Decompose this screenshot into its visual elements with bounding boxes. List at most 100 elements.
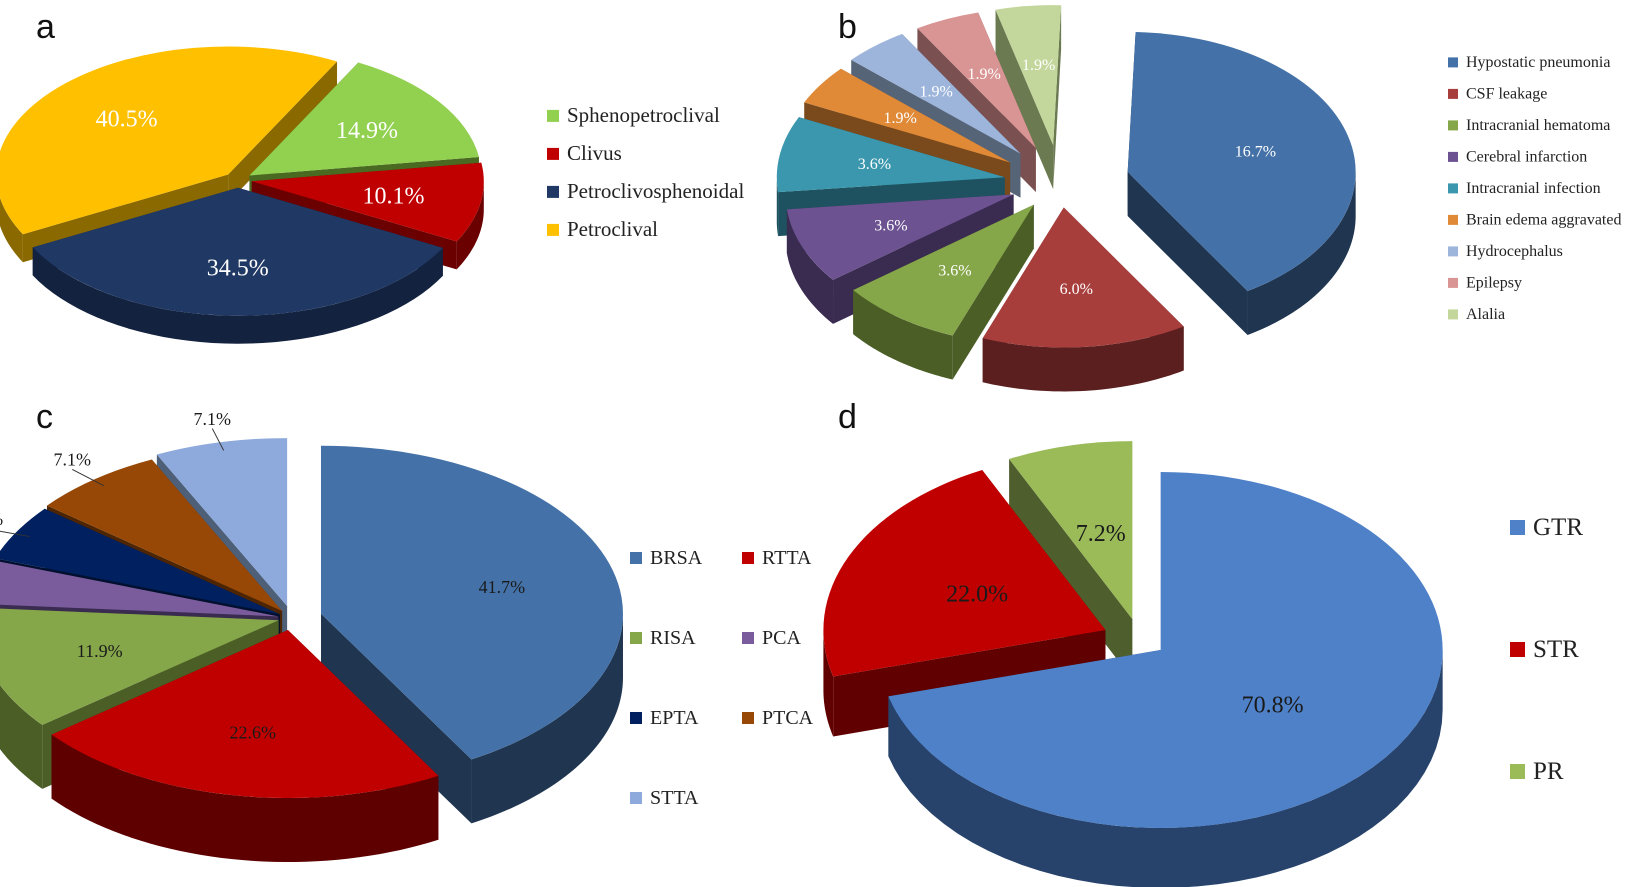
data-label-cerebral-infarction: 3.6% bbox=[874, 217, 907, 234]
pie-chart-d: 70.8% 22.0% 7.2% GTR STR PR bbox=[823, 441, 1583, 887]
legend-label-str: STR bbox=[1533, 636, 1579, 663]
data-label-intracranial-infection: 3.6% bbox=[858, 156, 891, 173]
data-label-brsa: 41.7% bbox=[479, 577, 526, 597]
slice-rim-hypostatic-pneumonia bbox=[1247, 171, 1356, 336]
legend-label-ptca: PTCA bbox=[762, 707, 814, 729]
legend-label-rtta: RTTA bbox=[762, 547, 812, 569]
legend-swatch-pca bbox=[742, 632, 754, 644]
slice-rim-cerebral-infarction bbox=[786, 209, 834, 324]
legend-swatch-sphenopetroclival bbox=[547, 109, 559, 122]
legend-swatch-cerebral-infarction bbox=[1448, 151, 1458, 162]
slice-hydrocephalus bbox=[851, 34, 1021, 154]
legend-label-clivus: Clivus bbox=[567, 141, 622, 165]
slice-rim-petroclivosphenoidal bbox=[32, 247, 443, 344]
slice-wall-brsa-1 bbox=[320, 613, 472, 824]
slice-rim-intracranial-hematoma bbox=[853, 290, 953, 380]
slice-side-pr bbox=[1009, 458, 1133, 680]
panel-letter-d: d bbox=[838, 398, 857, 436]
legend-swatch-csf-leakage bbox=[1448, 88, 1458, 99]
leader-line-stta bbox=[211, 428, 225, 451]
legend-label-brsa: BRSA bbox=[650, 547, 703, 569]
slice-wall-hypostatic-pneumonia-1 bbox=[1127, 171, 1248, 336]
data-label-hydrocephalus: 1.9% bbox=[920, 84, 953, 101]
legend-swatch-gtr bbox=[1510, 520, 1525, 535]
legend-swatch-rtta bbox=[742, 552, 754, 564]
pie-a-tops bbox=[0, 46, 484, 316]
data-label-ptca: 7.1% bbox=[54, 450, 92, 470]
legend-label-intracranial-hematoma: Intracranial hematoma bbox=[1466, 117, 1610, 134]
slice-gtr bbox=[888, 471, 1443, 828]
legend-swatch-hydrocephalus bbox=[1448, 246, 1458, 257]
legend-swatch-pr bbox=[1510, 764, 1525, 779]
slice-pr bbox=[1009, 441, 1133, 620]
panel-letter-c: c bbox=[36, 398, 53, 436]
legend-label-epta: EPTA bbox=[650, 707, 699, 729]
data-label-hypostatic-pneumonia: 16.7% bbox=[1235, 144, 1276, 161]
legend-swatch-petroclival bbox=[547, 223, 559, 236]
legend-label-risa: RISA bbox=[650, 627, 696, 649]
legend-label-csf-leakage: CSF leakage bbox=[1466, 86, 1547, 103]
legend-label-pca: PCA bbox=[762, 627, 801, 649]
legend-swatch-alalia bbox=[1448, 309, 1458, 320]
legend-swatch-epta bbox=[630, 712, 642, 724]
data-label-gtr: 70.8% bbox=[1242, 692, 1304, 718]
slice-rim-brsa bbox=[471, 613, 623, 824]
legend-label-epilepsy: Epilepsy bbox=[1466, 275, 1522, 292]
slice-clivus bbox=[251, 162, 484, 242]
legend-swatch-stta bbox=[630, 792, 642, 804]
data-label-petroclival: 40.5% bbox=[96, 107, 158, 133]
slice-side-brsa bbox=[320, 613, 623, 824]
legend-label-petroclival: Petroclival bbox=[567, 217, 658, 241]
legend-label-stta: STTA bbox=[650, 787, 699, 809]
legend-label-pr: PR bbox=[1533, 758, 1564, 785]
legend-label-gtr: GTR bbox=[1533, 514, 1583, 541]
pie-d-labels: 70.8% 22.0% 7.2% bbox=[946, 521, 1304, 719]
slice-brain-edema-aggravated bbox=[804, 68, 1011, 163]
panel-letter-a: a bbox=[36, 8, 55, 46]
data-label-pr: 7.2% bbox=[1076, 521, 1126, 547]
slice-wall-alalia-0 bbox=[995, 9, 1054, 190]
data-label-brain-edema-aggravated: 1.9% bbox=[883, 110, 916, 127]
slice-cerebral-infarction bbox=[786, 194, 1014, 280]
legend-a: Sphenopetroclival Clivus Petroclivosphenoi… bbox=[547, 103, 744, 241]
pie-c-tops bbox=[0, 438, 623, 799]
data-label-str: 22.0% bbox=[946, 582, 1008, 608]
slice-alalia bbox=[995, 5, 1062, 146]
slice-rim-csf-leakage bbox=[982, 326, 1184, 392]
pie-chart-b: 16.7%6.0%3.6%3.6%3.6%1.9%1.9%1.9%1.9% Hyp… bbox=[776, 5, 1621, 392]
data-label-csf-leakage: 6.0% bbox=[1060, 281, 1093, 298]
pie-b-tops bbox=[776, 5, 1356, 348]
slice-rim-str bbox=[823, 630, 834, 737]
slice-pca bbox=[0, 561, 279, 617]
slice-ptca bbox=[46, 459, 283, 612]
data-label-clivus: 10.1% bbox=[363, 183, 425, 209]
data-label-rtta: 22.6% bbox=[230, 723, 277, 743]
legend-swatch-str bbox=[1510, 642, 1525, 657]
slice-side-alalia bbox=[995, 5, 1062, 190]
legend-d: GTR STR PR bbox=[1510, 514, 1583, 785]
slice-epilepsy bbox=[917, 12, 1036, 148]
slice-wall-petroclival-1 bbox=[228, 61, 338, 203]
slice-rim-rtta bbox=[51, 734, 439, 863]
data-label-epilepsy: 1.9% bbox=[968, 66, 1001, 83]
pie-a-labels: 14.9% 10.1% 34.5% 40.5% bbox=[96, 107, 425, 282]
legend-swatch-clivus bbox=[547, 147, 559, 160]
legend-swatch-intracranial-hematoma bbox=[1448, 120, 1458, 131]
slice-rim-intracranial-infection bbox=[776, 177, 779, 237]
legend-swatch-risa bbox=[630, 632, 642, 644]
legend-label-cerebral-infarction: Cerebral infarction bbox=[1466, 149, 1587, 166]
slice-brsa bbox=[320, 445, 623, 760]
legend-label-petroclivosphenoidal: Petroclivosphenoidal bbox=[567, 179, 744, 203]
slice-str bbox=[823, 469, 1106, 677]
slice-rtta bbox=[51, 630, 439, 799]
legend-swatch-brain-edema-aggravated bbox=[1448, 214, 1458, 225]
panel-letter-b: b bbox=[838, 8, 857, 46]
legend-swatch-petroclivosphenoidal bbox=[547, 185, 559, 198]
leader-line-epta bbox=[0, 530, 30, 537]
legend-b: Hypostatic pneumonia CSF leakage Intracran… bbox=[1448, 54, 1621, 323]
legend-label-sphenopetroclival: Sphenopetroclival bbox=[567, 103, 720, 127]
slice-rim-petroclival bbox=[0, 197, 23, 263]
slice-petroclival bbox=[0, 46, 338, 235]
slice-stta bbox=[156, 438, 288, 607]
